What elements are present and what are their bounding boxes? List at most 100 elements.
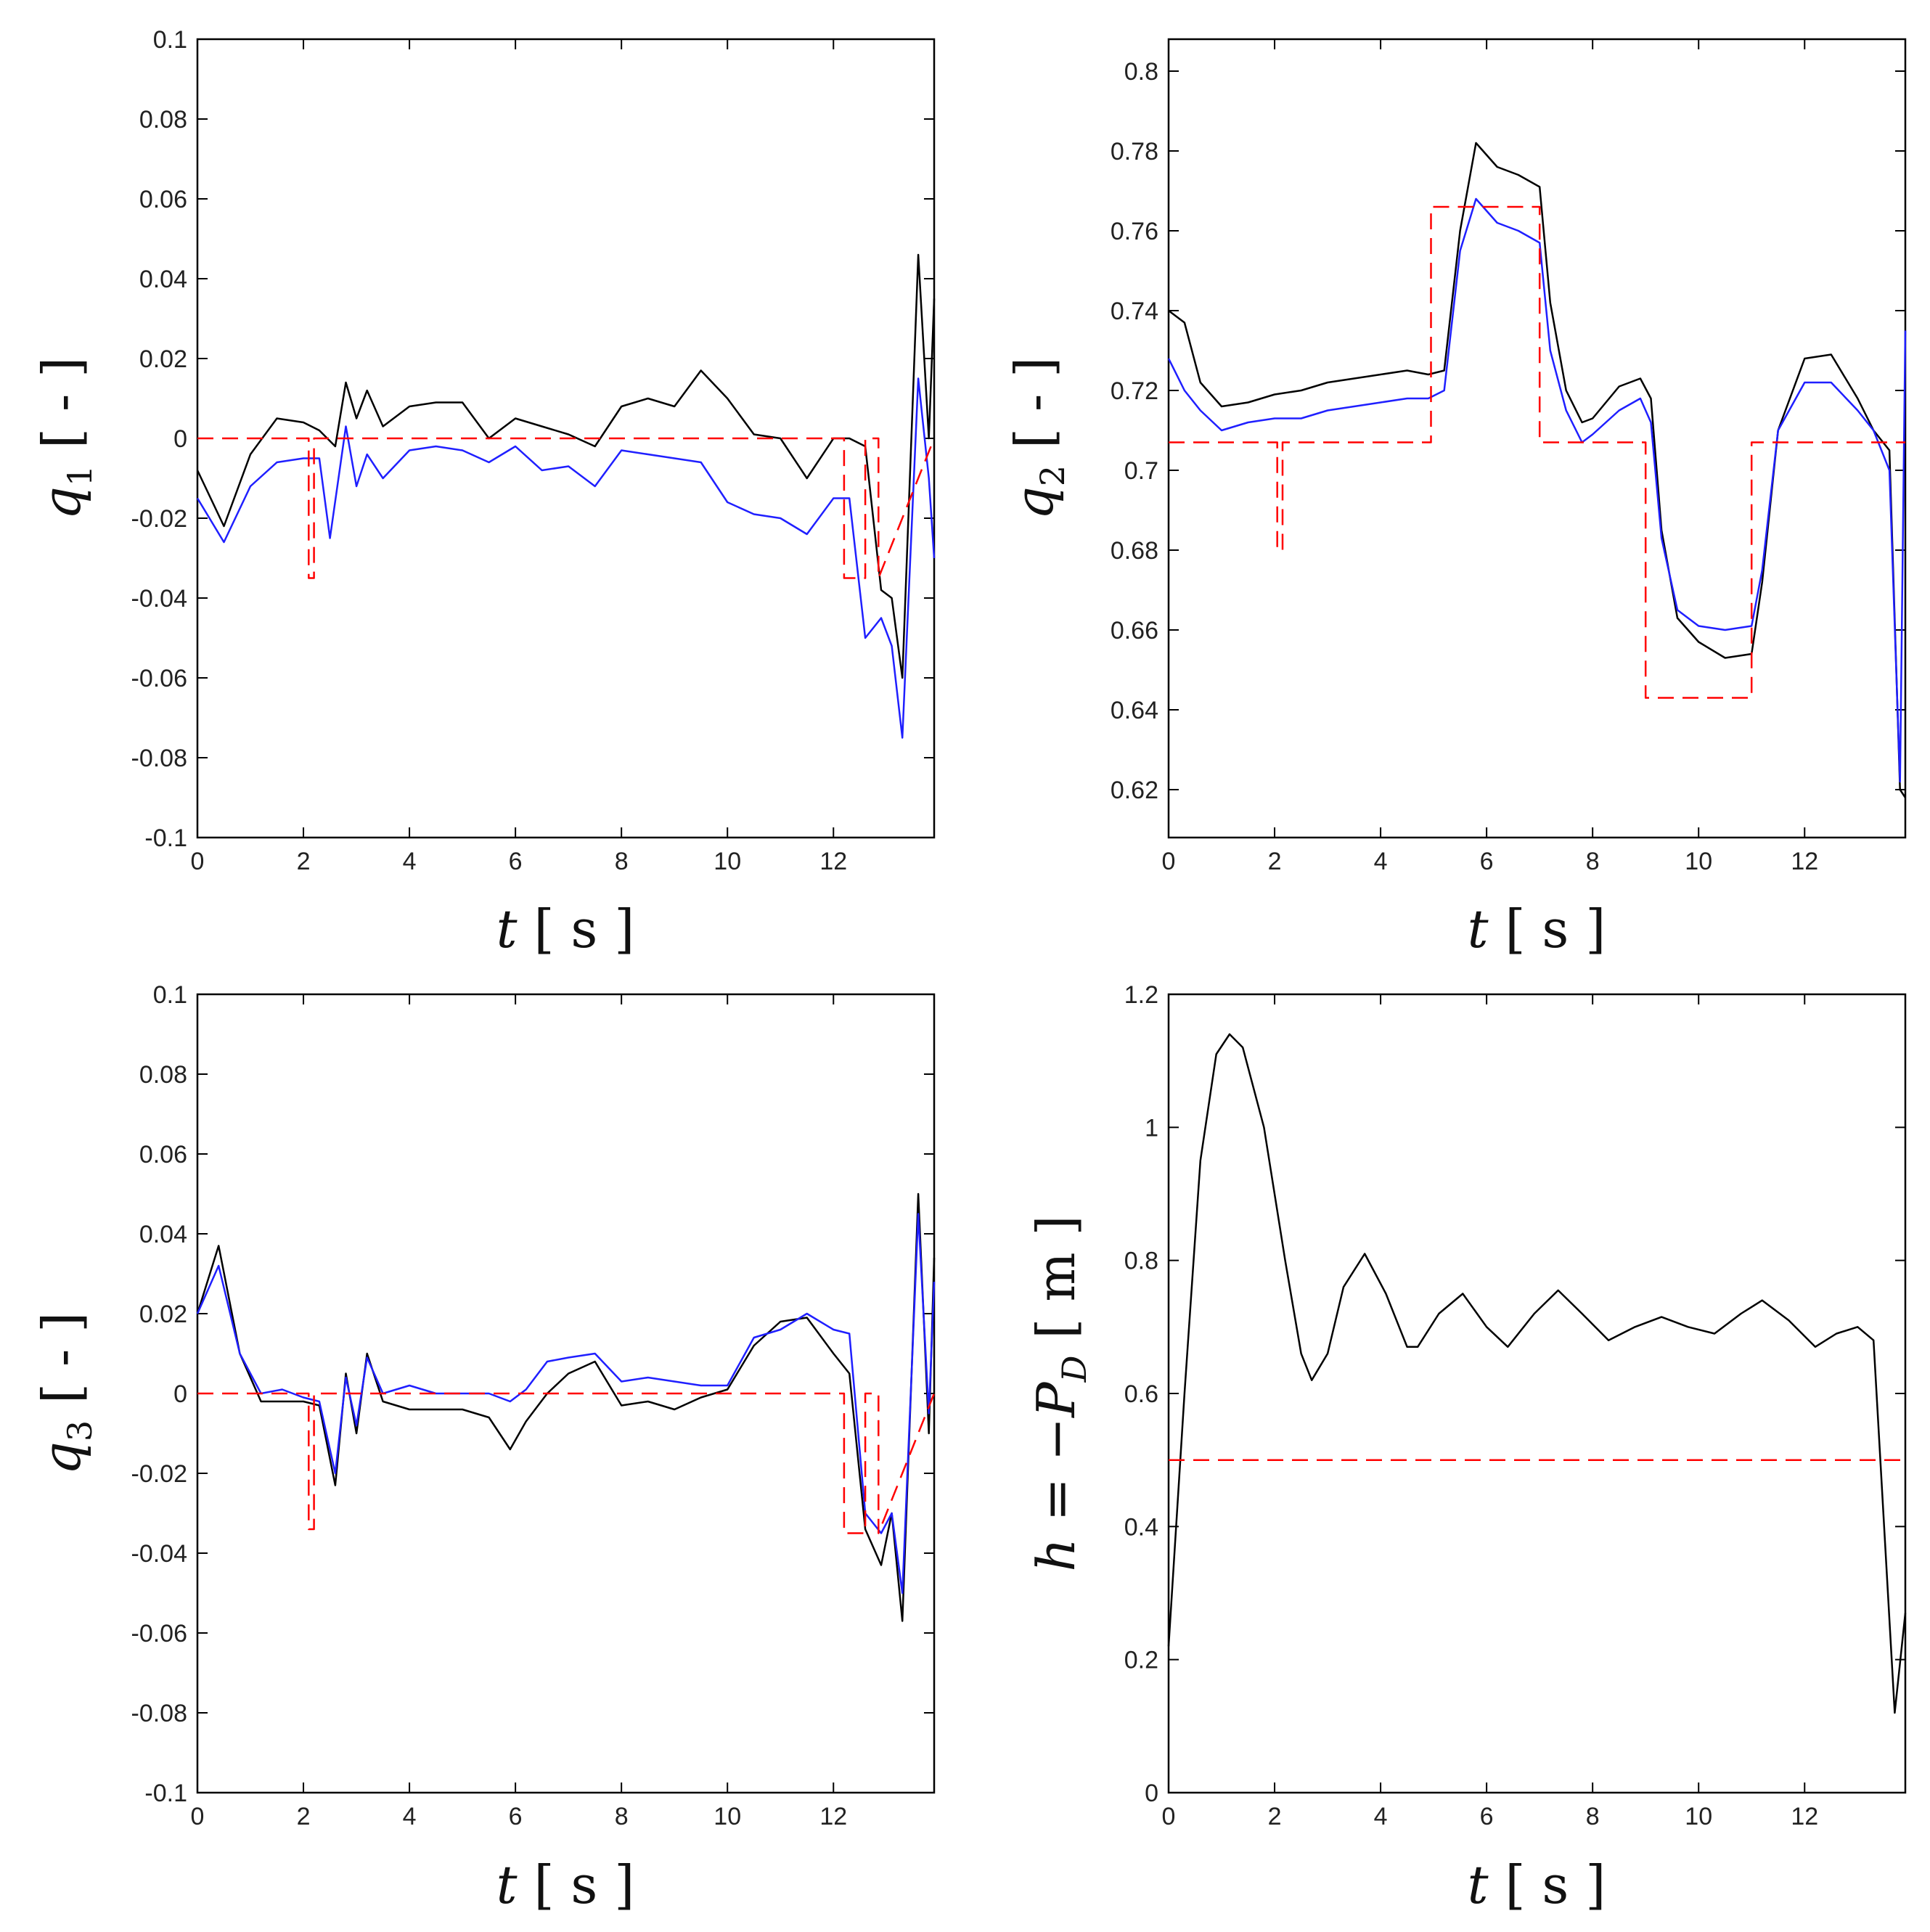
- x-tick-label: 4: [1374, 848, 1388, 875]
- x-tick-label: 12: [819, 848, 847, 875]
- y-tick-label: -0.1: [144, 1780, 187, 1807]
- y-tick-label: 0: [173, 1380, 187, 1408]
- y-tick-label: 0.8: [1124, 58, 1158, 86]
- x-tick-label: 6: [1480, 848, 1494, 875]
- y-tick-label: -0.06: [131, 665, 188, 692]
- y-tick-label: -0.08: [131, 1700, 188, 1727]
- y-tick-label: 0.02: [139, 1301, 187, 1328]
- y-tick-label: 0.76: [1111, 218, 1158, 245]
- tick-group: 0 2 4 6 8 10 12 -0.1 -0.08 -0.06 -0.04 -0.02 0 0.02 0.…: [131, 26, 934, 875]
- x-tick-label: 0: [1162, 848, 1176, 875]
- y-tick-label: 0: [1145, 1780, 1158, 1807]
- x-tick-label: 6: [1480, 1803, 1494, 1830]
- x-tick-label: 12: [819, 1803, 847, 1830]
- y-tick-label: 0.78: [1111, 138, 1158, 165]
- y-tick-label: 0.1: [153, 26, 187, 54]
- y-tick-label: 0.02: [139, 345, 187, 373]
- y-tick-label: 0.04: [139, 1221, 187, 1248]
- series-measured: [1168, 142, 1907, 798]
- series-reference: [197, 1392, 936, 1534]
- x-tick-label: 10: [1685, 848, 1712, 875]
- y-tick-label: -0.02: [131, 1460, 188, 1488]
- x-tick-label: 10: [1685, 1803, 1712, 1830]
- y-tick-label: -0.1: [144, 824, 187, 852]
- x-tick-label: 8: [1586, 1803, 1600, 1830]
- y-tick-label: 1.2: [1124, 981, 1158, 1009]
- x-tick-label: 4: [403, 848, 417, 875]
- y-tick-label: 0.2: [1124, 1647, 1158, 1674]
- x-tick-label: 12: [1791, 1803, 1818, 1830]
- y-tick-label: 0.1: [153, 981, 187, 1009]
- series-group: [1167, 142, 1907, 798]
- panel-q2: 0 2 4 6 8 10 12 0.62 0.64 0.66 0.68 0.7 0.72 0.74 0.76…: [1004, 38, 1907, 959]
- y-tick-label: 0.08: [139, 106, 187, 134]
- x-tick-label: 8: [615, 1803, 629, 1830]
- series-measured: [196, 1192, 936, 1622]
- y-tick-label: 0.62: [1111, 777, 1158, 804]
- y-axis-label: q1 [ - ]: [31, 357, 99, 520]
- y-axis-label: q3 [ - ]: [31, 1312, 99, 1475]
- y-tick-label: -0.08: [131, 745, 188, 772]
- y-tick-label: 0.06: [139, 1141, 187, 1168]
- y-tick-label: 0.7: [1124, 457, 1158, 485]
- y-tick-label: 1: [1145, 1114, 1158, 1142]
- x-axis-label: t [ s ]: [1468, 1854, 1606, 1915]
- y-tick-label: 0.72: [1111, 377, 1158, 405]
- x-tick-label: 0: [1162, 1803, 1176, 1830]
- y-axis-label: q2 [ - ]: [1004, 357, 1072, 520]
- x-tick-label: 2: [1268, 1803, 1282, 1830]
- series-estimated: [196, 1213, 936, 1595]
- tick-group: 0 2 4 6 8 10 12 -0.1 -0.08 -0.06 -0.04 -0.02 0 0.02 0.…: [131, 981, 934, 1830]
- tick-group: 0 2 4 6 8 10 12 0 0.2 0.4 0.6 0.8 1 1.2: [1124, 981, 1905, 1830]
- y-tick-label: -0.04: [131, 585, 188, 613]
- plot-frame: [1167, 993, 1907, 1794]
- series-estimated: [196, 377, 936, 739]
- x-axis-label: t [ s ]: [496, 1854, 635, 1915]
- y-tick-label: -0.04: [131, 1540, 188, 1568]
- y-tick-label: 0.64: [1111, 697, 1158, 724]
- panel-h: 0 2 4 6 8 10 12 0 0.2 0.4 0.6 0.8 1 1.2 t [ s ] h = −…: [1026, 981, 1907, 1915]
- series-group: [1167, 1033, 1907, 1714]
- y-tick-label: 0.06: [139, 186, 187, 213]
- y-tick-label: -0.02: [131, 505, 188, 533]
- x-tick-label: 8: [1586, 848, 1600, 875]
- y-tick-label: 0.68: [1111, 537, 1158, 565]
- y-axis-label: h = −PD [ m ]: [1026, 1215, 1094, 1571]
- x-tick-label: 10: [713, 848, 741, 875]
- x-axis-label: t [ s ]: [1468, 899, 1606, 959]
- x-tick-label: 10: [713, 1803, 741, 1830]
- x-tick-label: 2: [297, 848, 311, 875]
- panel-q3: 0 2 4 6 8 10 12 -0.1 -0.08 -0.06 -0.04 -0.02 0 0.02 0.…: [31, 981, 936, 1915]
- x-tick-label: 4: [403, 1803, 417, 1830]
- y-tick-label: 0.4: [1124, 1513, 1158, 1541]
- x-tick-label: 2: [297, 1803, 311, 1830]
- series-estimated: [1167, 197, 1907, 783]
- y-tick-label: 0: [173, 425, 187, 453]
- y-tick-label: 0.04: [139, 266, 187, 293]
- x-tick-label: 0: [191, 1803, 205, 1830]
- x-tick-label: 2: [1268, 848, 1282, 875]
- series-group: [196, 253, 936, 739]
- x-tick-label: 8: [615, 848, 629, 875]
- tick-group: 0 2 4 6 8 10 12 0.62 0.64 0.66 0.68 0.7 0.72 0.74 0.76…: [1111, 39, 1905, 875]
- series-measured: [196, 253, 936, 679]
- x-tick-label: 12: [1791, 848, 1818, 875]
- y-tick-label: 0.66: [1111, 617, 1158, 644]
- panel-q1: 0 2 4 6 8 10 12 -0.1 -0.08 -0.06 -0.04 -0.02 0 0.02 0.…: [31, 26, 936, 959]
- plot-frame: [1167, 38, 1907, 839]
- y-tick-label: -0.06: [131, 1620, 188, 1647]
- series-measured: [1167, 1033, 1907, 1714]
- x-tick-label: 4: [1374, 1803, 1388, 1830]
- x-tick-label: 6: [509, 848, 523, 875]
- series-reference: [197, 437, 936, 579]
- y-tick-label: 0.6: [1124, 1380, 1158, 1408]
- y-tick-label: 0.74: [1111, 298, 1158, 325]
- y-tick-label: 0.8: [1124, 1248, 1158, 1275]
- y-tick-label: 0.08: [139, 1061, 187, 1089]
- x-tick-label: 0: [191, 848, 205, 875]
- series-group: [196, 1192, 936, 1622]
- series-reference: [1169, 205, 1905, 699]
- x-axis-label: t [ s ]: [496, 899, 635, 959]
- x-tick-label: 6: [509, 1803, 523, 1830]
